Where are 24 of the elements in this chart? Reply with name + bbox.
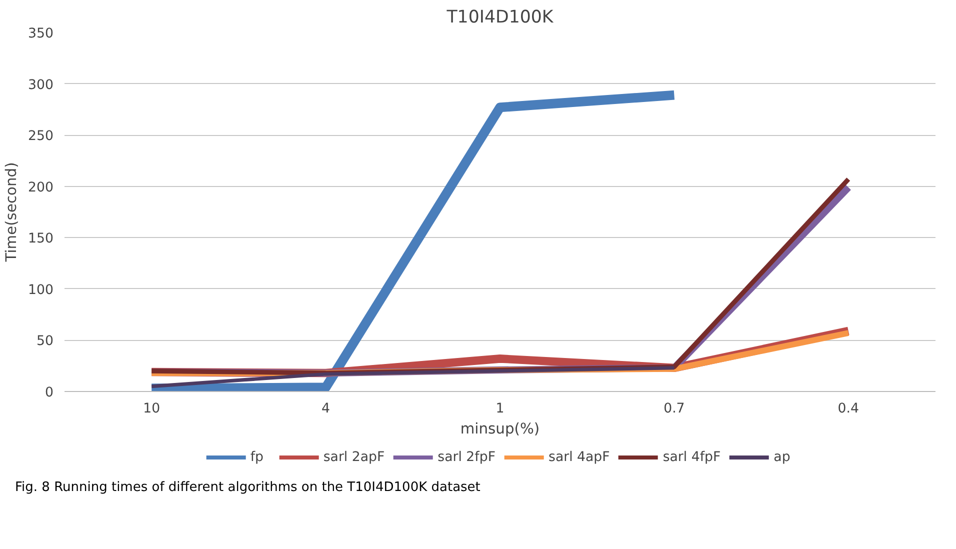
caption: Fig. 8 Running times of different algorithms on the T10I4D100K dataset bbox=[15, 479, 480, 497]
legend-label: sarl 2apF bbox=[323, 450, 385, 464]
x-tick-label: 0.4 bbox=[838, 402, 860, 416]
legend-label: fp bbox=[250, 450, 264, 464]
legend-label: ap bbox=[774, 450, 792, 464]
y-tick-label: 200 bbox=[28, 180, 54, 196]
y-tick-label: 300 bbox=[28, 78, 54, 93]
x-tick-label: 1 bbox=[496, 402, 504, 416]
legend-label: sarl 4apF bbox=[548, 450, 610, 464]
line-series bbox=[150, 366, 676, 388]
x-tick-label: 0.7 bbox=[664, 402, 685, 416]
x-tick-label: 10 bbox=[143, 402, 160, 416]
chart-title: T10I4D100K bbox=[446, 8, 554, 28]
y-axis-title: Time(second) bbox=[3, 162, 20, 263]
y-tick-label: 150 bbox=[28, 232, 54, 247]
y-tick-label: 350 bbox=[28, 26, 54, 42]
legend-label: sarl 4fpF bbox=[662, 450, 721, 464]
legend-label: sarl 2fpF bbox=[438, 450, 496, 464]
y-tick-label: 0 bbox=[45, 386, 54, 400]
y-tick-label: 50 bbox=[36, 334, 54, 350]
x-axis-title: minsup(%) bbox=[460, 420, 540, 438]
y-tick-label: 100 bbox=[28, 282, 54, 298]
y-tick-label: 250 bbox=[28, 129, 54, 144]
x-tick-label: 4 bbox=[322, 402, 330, 416]
